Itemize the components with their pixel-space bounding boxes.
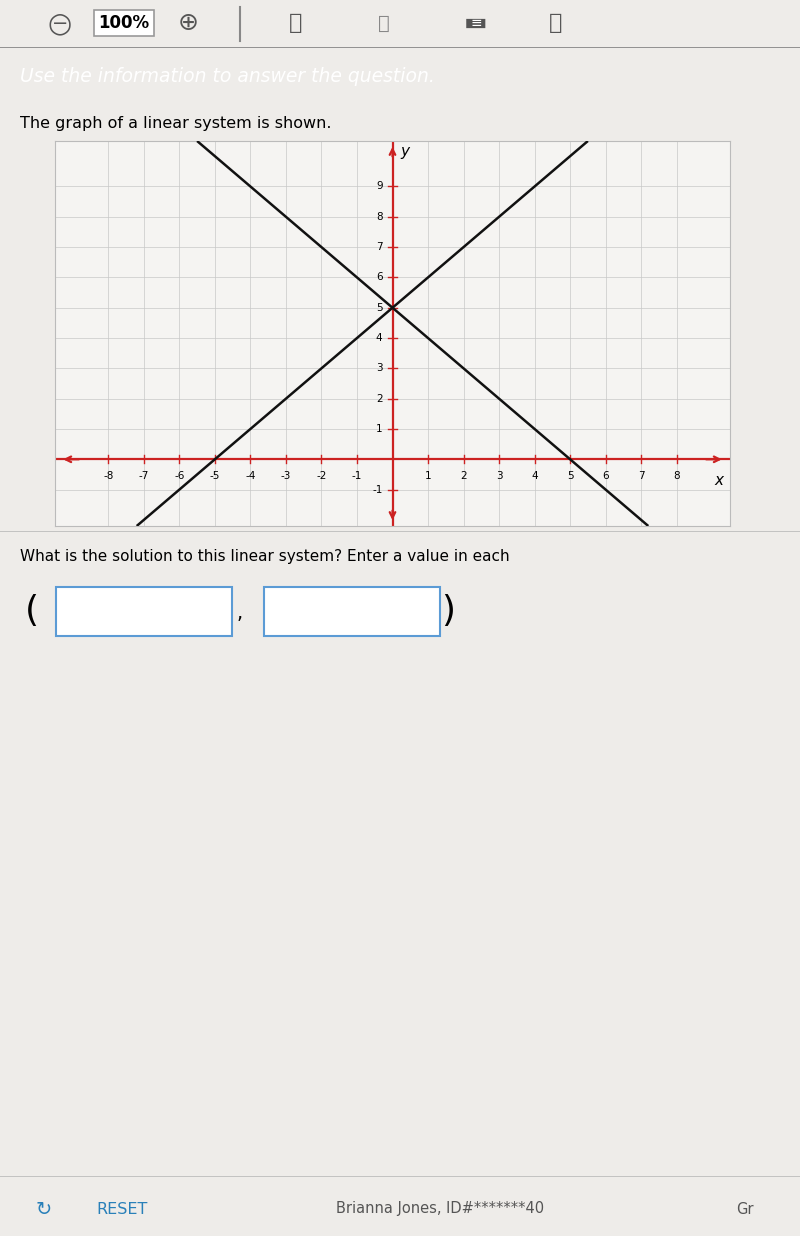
Text: 8: 8 xyxy=(376,211,382,221)
Text: 4: 4 xyxy=(531,471,538,481)
Text: ○: ○ xyxy=(48,9,72,37)
Text: 6: 6 xyxy=(376,272,382,282)
Text: RESET: RESET xyxy=(96,1201,147,1216)
Text: −: − xyxy=(52,14,68,32)
Text: -7: -7 xyxy=(138,471,149,481)
Text: -3: -3 xyxy=(281,471,291,481)
Text: Use the information to answer the question.: Use the information to answer the questi… xyxy=(20,68,435,87)
Text: 5: 5 xyxy=(376,303,382,313)
Text: 7: 7 xyxy=(376,242,382,252)
Text: 3: 3 xyxy=(376,363,382,373)
Text: ≡: ≡ xyxy=(470,16,482,30)
Text: 8: 8 xyxy=(674,471,680,481)
Text: (: ( xyxy=(25,595,39,628)
Text: 3: 3 xyxy=(496,471,502,481)
Text: -2: -2 xyxy=(316,471,326,481)
Text: -1: -1 xyxy=(352,471,362,481)
Bar xyxy=(264,587,440,637)
Text: -1: -1 xyxy=(372,485,382,494)
Text: ): ) xyxy=(441,595,455,628)
Text: ,: , xyxy=(237,604,243,623)
Text: ⊕: ⊕ xyxy=(178,11,198,35)
Text: 🖊: 🖊 xyxy=(290,14,302,33)
Text: -4: -4 xyxy=(246,471,255,481)
Text: -8: -8 xyxy=(103,471,114,481)
Text: 1: 1 xyxy=(376,424,382,434)
Text: 6: 6 xyxy=(602,471,609,481)
Text: What is the solution to this linear system? Enter a value in each: What is the solution to this linear syst… xyxy=(20,549,510,564)
Text: -6: -6 xyxy=(174,471,185,481)
Text: 2: 2 xyxy=(460,471,467,481)
Text: 🖱: 🖱 xyxy=(378,14,390,32)
Text: 7: 7 xyxy=(638,471,645,481)
Text: -5: -5 xyxy=(210,471,220,481)
Text: y: y xyxy=(401,145,410,159)
Text: 2: 2 xyxy=(376,394,382,404)
Text: 5: 5 xyxy=(567,471,574,481)
Text: Brianna Jones, ID#*******40: Brianna Jones, ID#*******40 xyxy=(336,1201,544,1216)
Text: Gr: Gr xyxy=(736,1201,754,1216)
Text: 1: 1 xyxy=(425,471,431,481)
Text: 100%: 100% xyxy=(98,14,150,32)
Text: 9: 9 xyxy=(376,182,382,192)
Text: 📋: 📋 xyxy=(550,14,562,33)
Bar xyxy=(56,587,232,637)
Text: ↻: ↻ xyxy=(36,1199,52,1219)
Text: 4: 4 xyxy=(376,332,382,344)
Text: x: x xyxy=(715,473,724,488)
Text: ▬: ▬ xyxy=(464,11,488,35)
Text: The graph of a linear system is shown.: The graph of a linear system is shown. xyxy=(20,116,331,131)
